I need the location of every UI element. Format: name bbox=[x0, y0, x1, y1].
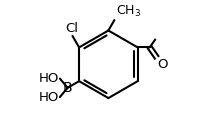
Text: HO: HO bbox=[39, 91, 59, 104]
Text: O: O bbox=[157, 58, 168, 71]
Text: CH$_3$: CH$_3$ bbox=[116, 4, 141, 19]
Text: HO: HO bbox=[39, 72, 59, 85]
Text: Cl: Cl bbox=[65, 22, 78, 35]
Text: B: B bbox=[63, 81, 72, 95]
